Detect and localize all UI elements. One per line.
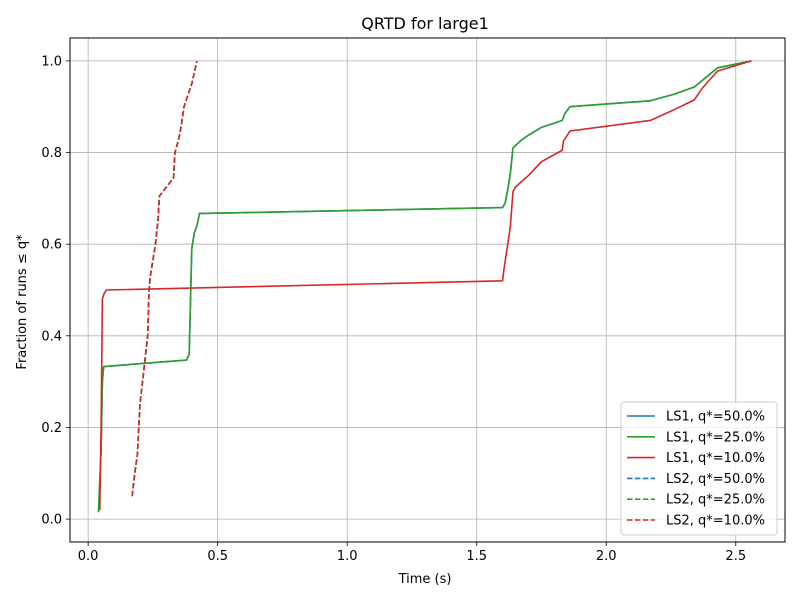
plot-frame (69, 37, 786, 543)
x-tick-label: 0.0 (78, 549, 99, 564)
series-lines (97, 60, 752, 513)
y-tick-label: 0.2 (41, 421, 62, 436)
x-tick-label: 2.5 (725, 549, 746, 564)
x-tick-label: 1.0 (337, 549, 358, 564)
legend-label: LS1, q*=50.0% (666, 410, 765, 425)
axis-ticks: 0.0 0.5 1.0 1.5 2.0 2.5 0.0 0.2 0.4 0.6 0.8 1.0 (41, 54, 746, 564)
y-axis-title: Fraction of runs ≤ q* (15, 234, 30, 370)
legend-label: LS2, q*=25.0% (666, 493, 765, 508)
series-line-2 (97, 60, 752, 513)
y-tick-label: 1.0 (41, 54, 62, 69)
y-tick-label: 0.0 (41, 513, 62, 528)
series-line-3 (98, 60, 752, 510)
y-tick-label: 0.8 (41, 146, 62, 161)
legend-label: LS1, q*=10.0% (666, 451, 765, 466)
x-tick-label: 2.0 (596, 549, 617, 564)
y-tick-label: 0.6 (41, 238, 62, 253)
y-tick-label: 0.4 (41, 329, 62, 344)
legend-label: LS2, q*=10.0% (666, 514, 765, 529)
series-line-6 (131, 60, 198, 497)
chart-title: QRTD for large1 (361, 14, 489, 33)
legend-box (620, 401, 778, 536)
x-tick-label: 0.5 (207, 549, 228, 564)
legend-label: LS1, q*=25.0% (666, 430, 765, 445)
x-tick-label: 1.5 (466, 549, 487, 564)
x-axis-title: Time (s) (398, 572, 452, 587)
legend: LS1, q*=50.0% LS1, q*=25.0% LS1, q*=10.0% L… (620, 401, 778, 536)
legend-label: LS2, q*=50.0% (666, 472, 765, 487)
